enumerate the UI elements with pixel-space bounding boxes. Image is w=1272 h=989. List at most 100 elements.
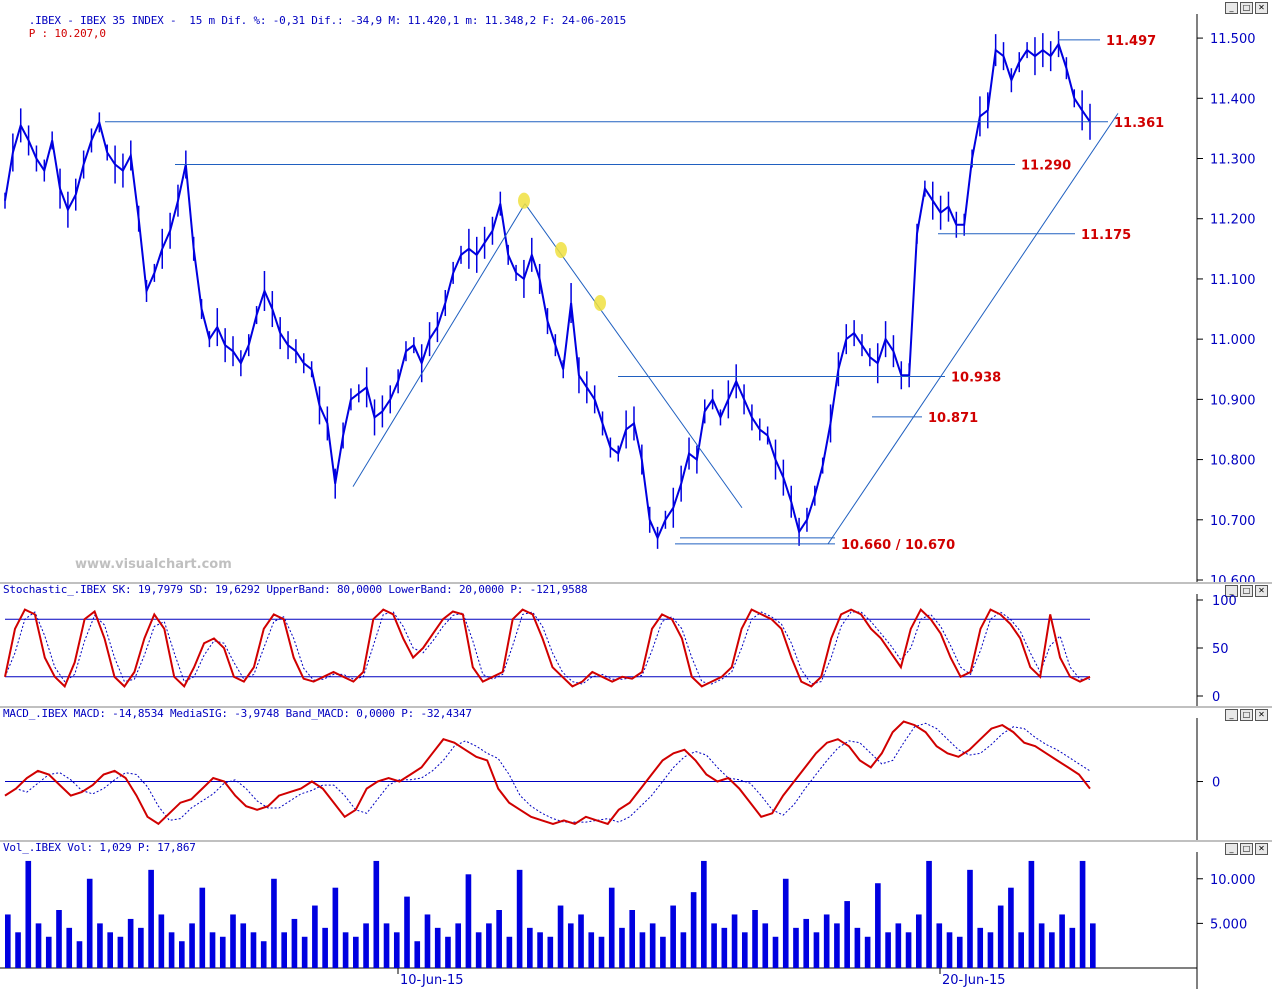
close-button[interactable]: ✕ (1255, 709, 1268, 721)
vol-bar (1049, 932, 1055, 968)
vol-bar (179, 941, 185, 968)
vol-bar (1028, 860, 1035, 968)
vol-bar (772, 936, 779, 968)
vol-bar (353, 936, 359, 968)
vol-bar (56, 910, 62, 968)
vol-bar (660, 936, 666, 968)
vol-bar (66, 927, 73, 968)
level-label: 11.361 (1114, 116, 1164, 131)
volume-panel: Vol_.IBEX Vol: 1,029 P: 17,867 _ □ ✕ 10.… (0, 841, 1272, 989)
macd-panel: MACD_.IBEX MACD: -14,8534 MediaSIG: -3,9… (0, 707, 1272, 840)
minimize-button[interactable]: _ (1225, 585, 1238, 597)
vol-bar (45, 936, 52, 968)
vol-bar (496, 910, 502, 968)
vol-bar (322, 927, 328, 968)
maximize-button[interactable]: □ (1240, 585, 1253, 597)
vol-bar (649, 923, 656, 968)
header-price: P : 10.207,0 (28, 27, 106, 40)
vol-bar (168, 932, 175, 968)
divider (0, 706, 1272, 708)
trend-line (352, 203, 526, 487)
vol-bar (895, 923, 902, 968)
vol-bar (230, 914, 236, 968)
vol-bar (741, 932, 748, 968)
watermark: www.visualchart.com (75, 557, 232, 572)
divider (0, 840, 1272, 842)
price-panel-title: .IBEX - IBEX 35 INDEX - 15 m Dif. %: -0,… (3, 1, 627, 53)
minimize-button[interactable]: _ (1225, 2, 1238, 14)
macd-signal-line (4, 722, 1091, 823)
macd-tick-label: 0 (1212, 776, 1220, 791)
price-panel: .IBEX - IBEX 35 INDEX - 15 m Dif. %: -0,… (3, 1, 1268, 582)
maximize-button[interactable]: □ (1240, 709, 1253, 721)
vol-bar (629, 910, 636, 968)
vol-bar (76, 941, 83, 968)
vol-bar (25, 860, 32, 968)
vol-bar (199, 887, 206, 968)
vol-bar (465, 874, 472, 968)
minimize-button[interactable]: _ (1225, 709, 1238, 721)
vol-bar (373, 860, 380, 968)
vol-bar (312, 905, 318, 968)
stoch-tick-label: 50 (1212, 642, 1229, 657)
vol-bar (117, 936, 124, 968)
stochastic-title: Stochastic_.IBEX SK: 19,7979 SD: 19,6292… (3, 583, 588, 596)
vol-bar (219, 936, 226, 968)
price-window-buttons: _ □ ✕ (1225, 2, 1268, 14)
volume-window-buttons: _ □ ✕ (1225, 843, 1268, 855)
close-button[interactable]: ✕ (1255, 2, 1268, 14)
vol-bar (619, 927, 625, 968)
stochastic-window-buttons: _ □ ✕ (1225, 585, 1268, 597)
vol-bar (291, 918, 298, 968)
close-button[interactable]: ✕ (1255, 843, 1268, 855)
vol-bar (690, 892, 697, 968)
vol-bar (639, 932, 646, 968)
vol-bar (762, 923, 769, 968)
vol-bar (383, 923, 390, 968)
vol-bar (86, 878, 93, 968)
vol-bar (527, 927, 533, 968)
price-tick-label: 11.100 (1210, 273, 1256, 288)
vol-bar (271, 878, 277, 968)
price-chart: 11.500 11.400 11.300 11.200 11.100 11.000 10.9… (4, 14, 1256, 582)
vol-bar (455, 923, 462, 968)
vol-bar (997, 905, 1004, 968)
maximize-button[interactable]: □ (1240, 2, 1253, 14)
vol-bar (414, 941, 421, 968)
vol-bar (598, 936, 605, 968)
vol-bar (250, 932, 257, 968)
vol-bar (793, 927, 799, 968)
vol-bar (1079, 860, 1086, 968)
pivot-marker (594, 295, 606, 312)
vol-bar (1038, 923, 1045, 968)
vol-bar (332, 887, 339, 968)
close-button[interactable]: ✕ (1255, 585, 1268, 597)
vol-bar (281, 932, 287, 968)
vol-bar (35, 923, 42, 968)
vol-bar (567, 923, 574, 968)
maximize-button[interactable]: □ (1240, 843, 1253, 855)
price-tick-label: 11.200 (1210, 213, 1256, 228)
vol-bar (240, 923, 247, 968)
price-tick-label: 10.700 (1210, 514, 1256, 529)
vol-bar (864, 936, 871, 968)
vol-bar (946, 932, 953, 968)
vol-bar (854, 927, 861, 968)
vol-bar (926, 860, 932, 968)
vol-bar (301, 936, 308, 968)
vol-bar (537, 932, 543, 968)
vol-bar (1018, 932, 1024, 968)
minimize-button[interactable]: _ (1225, 843, 1238, 855)
stoch-tick-label: 100 (1212, 594, 1237, 609)
vol-bar (1069, 927, 1076, 968)
vol-bar (711, 923, 717, 968)
vol-bar (434, 927, 441, 968)
vol-bar (956, 936, 963, 968)
vol-bar (752, 910, 758, 968)
price-tick-label: 10.800 (1210, 454, 1256, 469)
vol-bar (977, 927, 984, 968)
price-tick-label: 11.300 (1210, 153, 1256, 168)
vol-tick-label: 10.000 (1210, 873, 1256, 888)
vol-bar (97, 923, 103, 968)
vol-bar (506, 936, 513, 968)
